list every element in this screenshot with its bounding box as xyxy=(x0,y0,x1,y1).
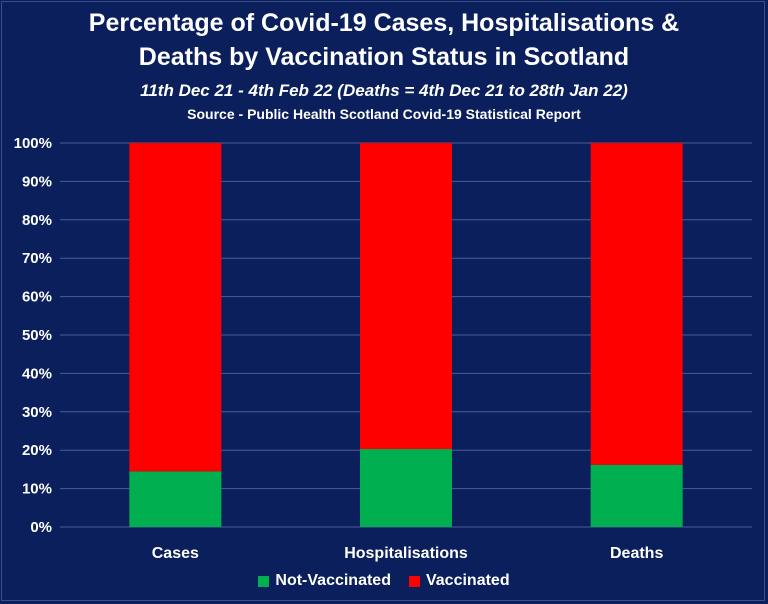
y-tick-label: 70% xyxy=(22,250,52,267)
chart-source-note: Source - Public Health Scotland Covid-19… xyxy=(187,106,581,122)
x-tick-label: Hospitalisations xyxy=(344,545,468,562)
y-tick-label: 90% xyxy=(22,173,52,190)
legend: Not-Vaccinated Vaccinated xyxy=(0,572,768,590)
legend-swatch-not-vaccinated xyxy=(258,575,270,587)
y-tick-label: 30% xyxy=(22,404,52,421)
x-tick-label: Deaths xyxy=(610,545,663,562)
bar-vaccinated-hospitalisations xyxy=(360,143,452,450)
legend-label-not-vaccinated: Not-Vaccinated xyxy=(275,572,391,589)
bar-not-vaccinated-deaths xyxy=(590,464,683,527)
chart-subtitle: 11th Dec 21 - 4th Feb 22 (Deaths = 4th D… xyxy=(140,81,628,100)
bar-not-vaccinated-cases xyxy=(129,471,222,527)
bar-not-vaccinated-hospitalisations xyxy=(360,449,452,527)
legend-label-vaccinated: Vaccinated xyxy=(425,572,510,589)
y-tick-label: 40% xyxy=(22,365,52,382)
y-tick-label: 100% xyxy=(14,135,52,152)
y-tick-label: 60% xyxy=(22,289,52,306)
y-tick-label: 10% xyxy=(22,481,52,498)
bar-vaccinated-deaths xyxy=(590,143,683,465)
y-tick-label: 20% xyxy=(22,442,52,459)
y-tick-label: 0% xyxy=(30,519,52,536)
legend-item-not-vaccinated: Not-Vaccinated xyxy=(258,572,391,590)
x-tick-label: Cases xyxy=(152,545,199,562)
legend-swatch-vaccinated xyxy=(408,575,420,587)
y-tick-label: 80% xyxy=(22,212,52,229)
chart-title-line-2: Deaths by Vaccination Status in Scotland xyxy=(138,43,630,71)
y-tick-label: 50% xyxy=(22,327,52,344)
chart-title-line-1: Percentage of Covid-19 Cases, Hospitalis… xyxy=(88,9,680,37)
legend-item-vaccinated: Vaccinated xyxy=(408,572,510,590)
bar-vaccinated-cases xyxy=(129,143,222,472)
